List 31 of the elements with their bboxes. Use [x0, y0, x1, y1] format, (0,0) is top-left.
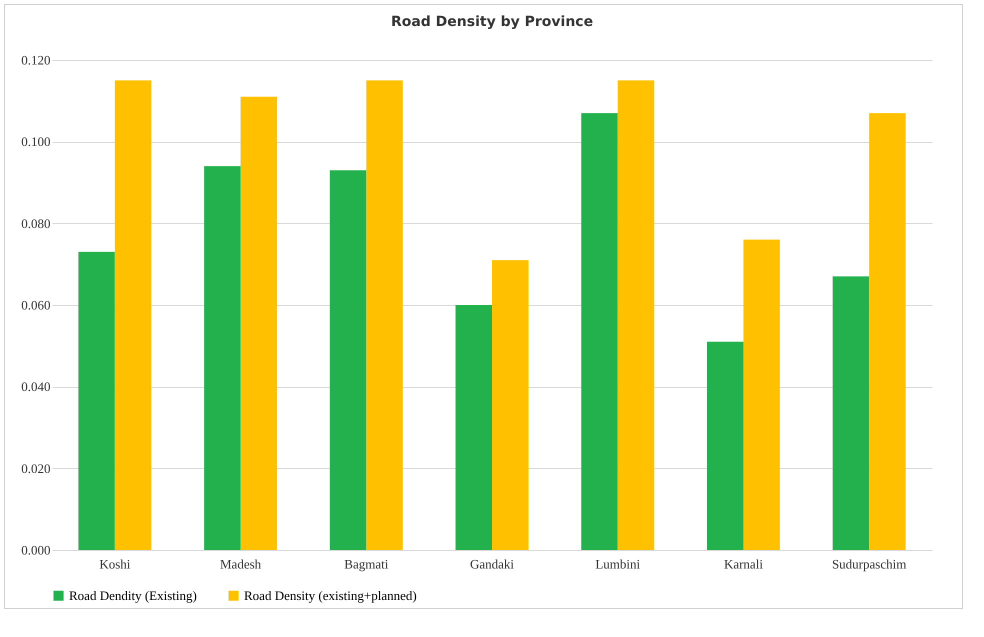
bar — [204, 166, 241, 550]
y-tick-label: 0.060 — [21, 298, 50, 312]
bar — [832, 276, 870, 550]
y-tick-label: 0.100 — [21, 134, 50, 150]
bar — [330, 170, 366, 550]
y-tick-label: 0.040 — [21, 379, 50, 394]
bar — [581, 113, 618, 550]
x-tick-label: Madesh — [220, 556, 262, 572]
bar — [743, 240, 780, 550]
x-tick-label: Karnali — [724, 556, 764, 572]
y-tick-label: 0.120 — [21, 52, 50, 68]
bar — [706, 342, 744, 550]
x-tick-label: Gandaki — [470, 556, 514, 572]
bar — [618, 80, 654, 550]
bar — [456, 305, 492, 550]
bar — [240, 96, 278, 550]
bar — [114, 80, 152, 550]
bar — [366, 80, 403, 550]
legend-label: Road Density (existing+planned) — [244, 588, 417, 603]
y-tick-label: 0.020 — [21, 460, 50, 476]
x-tick-label: Koshi — [99, 556, 131, 572]
x-tick-label: Sudurpaschim — [832, 556, 906, 572]
bar — [869, 113, 906, 550]
bar — [492, 260, 528, 550]
x-tick-label: Bagmati — [344, 556, 389, 572]
bar — [78, 252, 115, 550]
y-tick-label: 0.080 — [21, 216, 50, 231]
y-tick-label: 0.000 — [21, 542, 50, 558]
chart-title: Road Density by Province — [390, 14, 594, 30]
legend-label: Road Dendity (Existing) — [69, 588, 197, 603]
x-tick-label: Lumbini — [595, 556, 640, 572]
